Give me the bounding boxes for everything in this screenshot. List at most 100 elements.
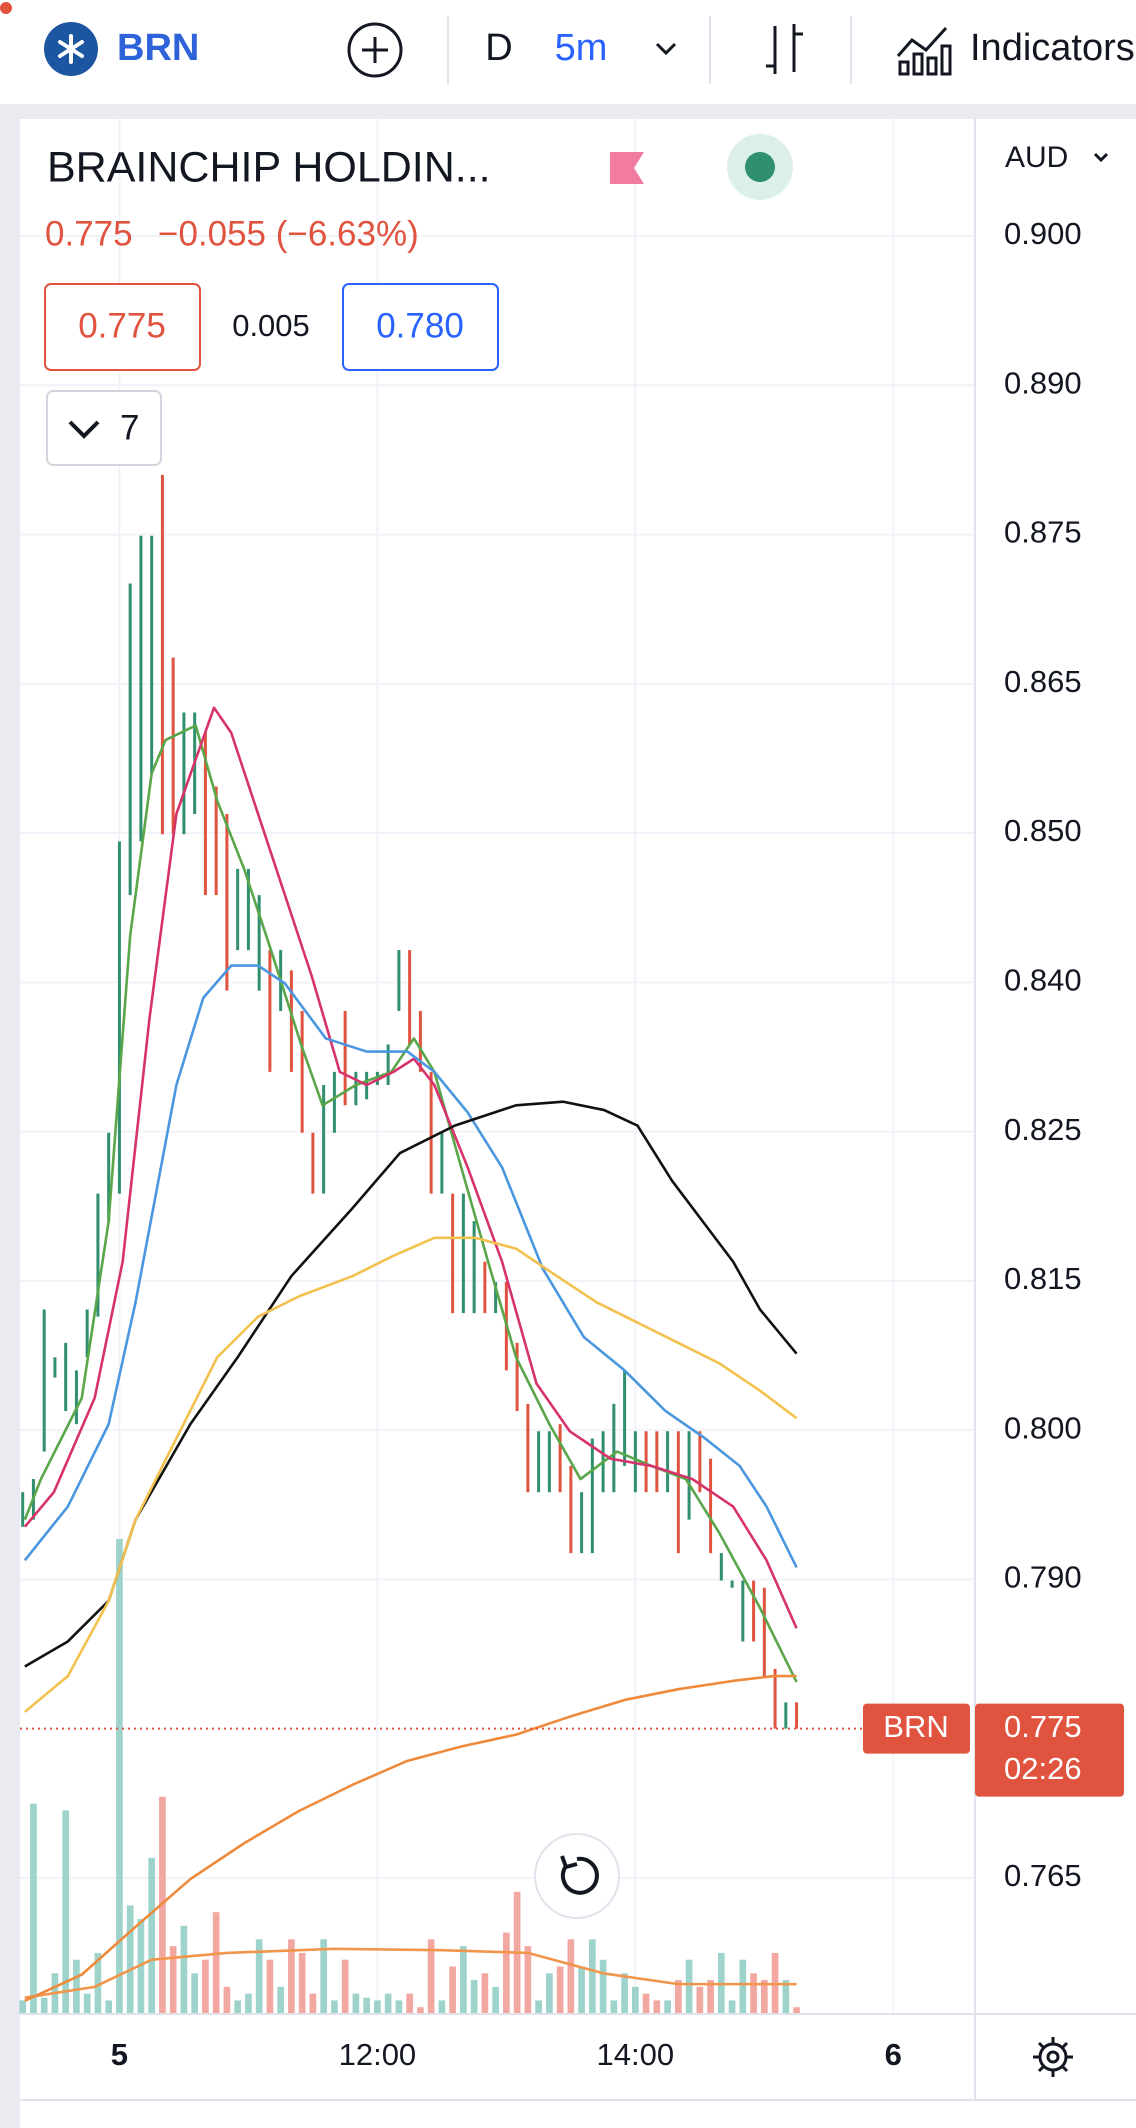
y-tick-label: 0.865 bbox=[1004, 664, 1082, 699]
volume-bar bbox=[460, 1946, 467, 2014]
volume-bar bbox=[675, 1980, 682, 2014]
volume-bar bbox=[503, 1932, 510, 2014]
spread: 0.005 bbox=[232, 308, 310, 343]
volume-bar bbox=[449, 1966, 456, 2014]
studies-count[interactable]: 7 bbox=[120, 408, 139, 447]
studies-chevron[interactable] bbox=[68, 420, 100, 439]
volume-bar bbox=[30, 1803, 37, 2014]
volume-bar bbox=[556, 1966, 564, 2014]
volume-bar bbox=[782, 1980, 790, 2014]
moving-average bbox=[23, 724, 798, 1683]
volume-bar bbox=[352, 1993, 360, 2014]
volume-bar bbox=[481, 1973, 489, 2014]
volume-bar bbox=[309, 1993, 317, 2014]
plot bbox=[19, 119, 975, 2014]
volume-bar bbox=[137, 1918, 145, 2014]
indicators-button[interactable]: Indicators bbox=[970, 27, 1135, 69]
volume-bar bbox=[599, 1959, 607, 2014]
volume-bar bbox=[524, 1946, 532, 2014]
volume-bar bbox=[202, 1959, 209, 2014]
volume-bar bbox=[277, 1986, 284, 2014]
volume-bar bbox=[621, 1973, 628, 2014]
symbol-button[interactable]: BRN bbox=[44, 22, 199, 76]
volume-bar bbox=[470, 1980, 478, 2014]
reset-circle[interactable] bbox=[534, 1833, 620, 1919]
moving-average bbox=[24, 1674, 797, 2003]
y-tick-label: 0.815 bbox=[1004, 1261, 1082, 1296]
settings-button[interactable] bbox=[1033, 2037, 1073, 2077]
add-symbol[interactable] bbox=[347, 22, 403, 78]
volume-bar bbox=[653, 2000, 661, 2014]
price-tag-label: 0.775 bbox=[1004, 1709, 1082, 1744]
symbol[interactable]: BRN bbox=[117, 27, 199, 69]
buy-button[interactable] bbox=[342, 283, 499, 371]
left-sidebar bbox=[0, 119, 20, 2128]
volume-bar bbox=[73, 1959, 80, 2014]
volume-bar bbox=[223, 1986, 231, 2014]
volume-bar bbox=[632, 1986, 639, 2014]
x-tick-label: 6 bbox=[885, 2037, 902, 2072]
instrument-name: BRAINCHIP HOLDIN... bbox=[47, 143, 491, 191]
volume-bar bbox=[105, 2000, 113, 2014]
symbol-tag-label: BRN bbox=[883, 1709, 948, 1744]
volume-bar bbox=[234, 2000, 241, 2014]
notification-dot bbox=[0, 2, 12, 14]
symbol-tag bbox=[863, 1703, 970, 1754]
currency[interactable]: AUD bbox=[1005, 141, 1068, 174]
volume-bar bbox=[374, 2000, 381, 2014]
volume-bar bbox=[94, 1952, 102, 2014]
interval-button[interactable]: 5m bbox=[555, 27, 608, 69]
y-tick-label: 0.790 bbox=[1004, 1560, 1082, 1595]
volume-bar bbox=[341, 1959, 349, 2014]
indicators-icon[interactable] bbox=[896, 26, 952, 76]
volume-bar bbox=[363, 1997, 370, 2014]
moving-average bbox=[24, 1100, 798, 1668]
volume-bar bbox=[760, 1980, 768, 2014]
volume-bar bbox=[191, 1973, 198, 2014]
volume-bar bbox=[266, 1959, 274, 2014]
ask[interactable]: 0.780 bbox=[376, 306, 464, 345]
volume-bar bbox=[739, 1959, 747, 2014]
chart-type-button[interactable] bbox=[766, 24, 803, 74]
reset-button[interactable] bbox=[534, 1833, 620, 1919]
volume-bar bbox=[589, 1939, 596, 2014]
volume-bar bbox=[40, 1997, 48, 2014]
y-tick-label: 0.850 bbox=[1004, 813, 1082, 848]
x-tick-label: 14:00 bbox=[597, 2037, 675, 2072]
countdown: 02:26 bbox=[1004, 1751, 1082, 1786]
logo-mark bbox=[58, 34, 84, 64]
toolbar-divider bbox=[0, 104, 1136, 119]
volume-bar bbox=[664, 2000, 671, 2014]
volume-bar bbox=[19, 2000, 27, 2014]
y-tick-label: 0.875 bbox=[1004, 515, 1082, 550]
volume-bar bbox=[685, 1959, 693, 2014]
add-icon bbox=[347, 22, 403, 78]
volume-bar bbox=[148, 1857, 156, 2014]
volume-bar bbox=[427, 1939, 435, 2014]
volume-bar bbox=[406, 1993, 413, 2014]
currency-chevron[interactable] bbox=[1093, 152, 1109, 163]
moving-average bbox=[24, 1236, 798, 1713]
moving-average bbox=[23, 964, 798, 1568]
studies-toggle[interactable] bbox=[46, 390, 162, 466]
range-button[interactable]: D bbox=[485, 27, 512, 69]
interval-chevron[interactable] bbox=[655, 42, 677, 56]
moving-average bbox=[23, 706, 798, 1629]
volume-bar bbox=[116, 1538, 123, 2014]
price-tag bbox=[975, 1703, 1124, 1797]
sell-button[interactable] bbox=[44, 283, 201, 371]
y-tick-label: 0.765 bbox=[1004, 1858, 1082, 1893]
bid[interactable]: 0.775 bbox=[78, 306, 166, 345]
flag[interactable] bbox=[610, 152, 644, 184]
volume-bar bbox=[62, 1810, 70, 2014]
volume-bar bbox=[707, 1980, 714, 2014]
toolbar bbox=[0, 0, 1136, 104]
volume-bar bbox=[492, 1986, 499, 2014]
y-tick-label: 0.890 bbox=[1004, 365, 1082, 400]
volume-bar bbox=[793, 2007, 800, 2014]
volume-bar bbox=[169, 1946, 177, 2014]
reset-icon bbox=[560, 1856, 599, 1895]
